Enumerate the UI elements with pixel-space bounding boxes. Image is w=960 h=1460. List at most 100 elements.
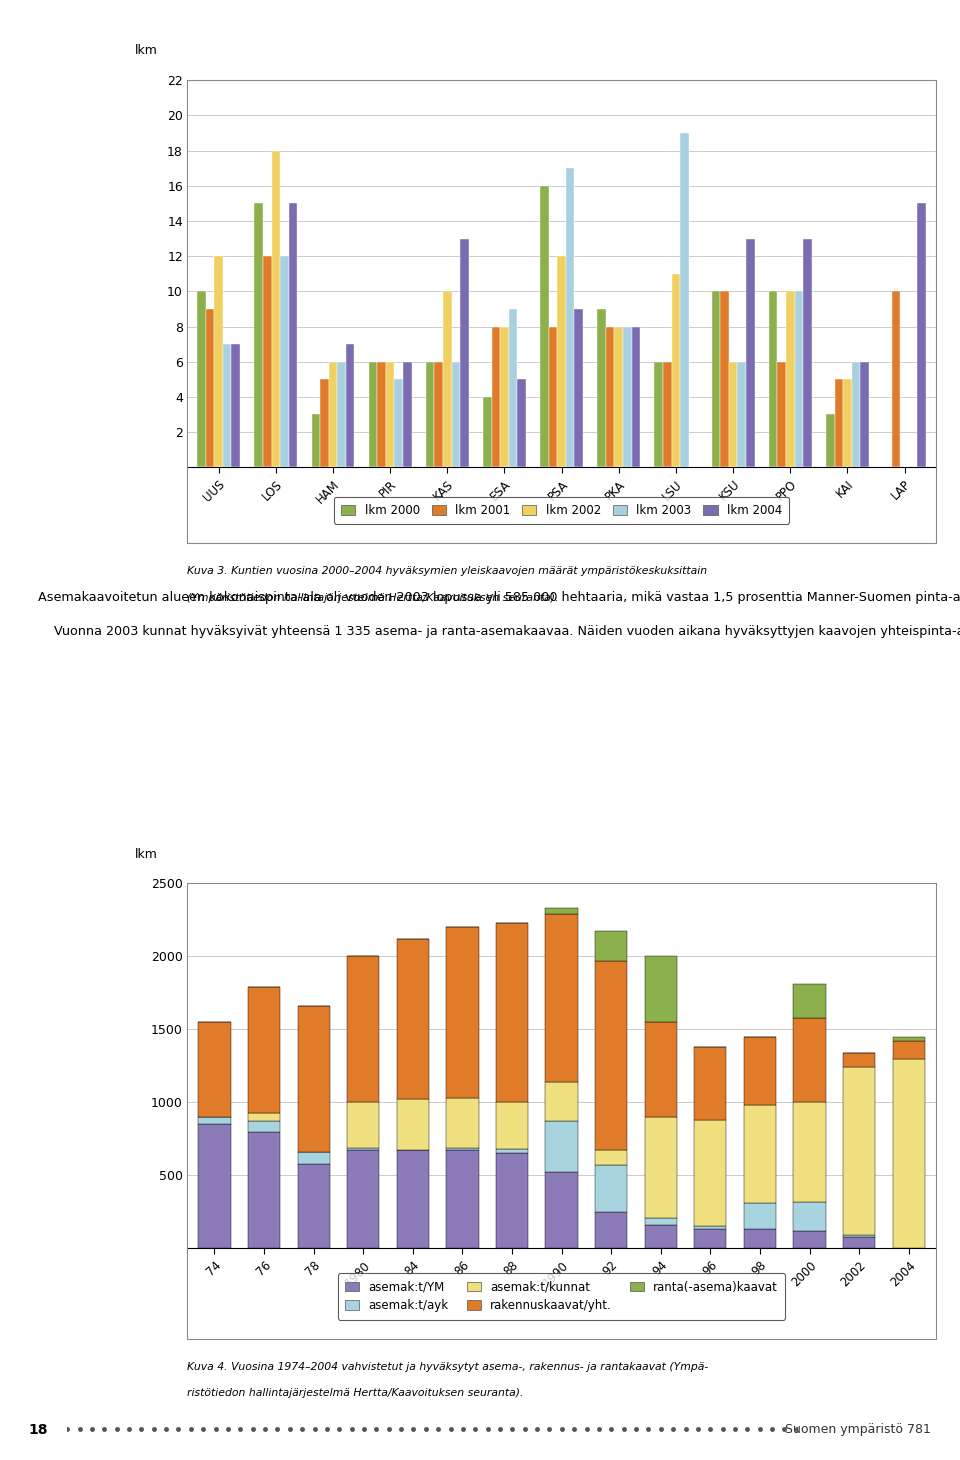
Bar <box>729 362 737 467</box>
Bar <box>386 362 395 467</box>
Bar <box>369 362 377 467</box>
Bar <box>545 914 578 1082</box>
Bar <box>793 1231 826 1248</box>
Bar <box>769 292 778 467</box>
Bar <box>446 1150 478 1248</box>
Text: Asemakaavoitetun alueen kokonaispinta-ala oli vuoden 2003 lopussa yli 585 000 he: Asemakaavoitetun alueen kokonaispinta-al… <box>38 591 960 638</box>
Text: Suomen ympäristö 781: Suomen ympäristö 781 <box>785 1424 931 1437</box>
Bar <box>645 956 677 1022</box>
Bar <box>645 1218 677 1225</box>
Legend: asemak:t/YM, asemak:t/ayk, asemak:t/kunnat, rakennuskaavat/yht., ranta(-asema)ka: asemak:t/YM, asemak:t/ayk, asemak:t/kunn… <box>338 1273 785 1320</box>
Bar <box>786 292 795 467</box>
Bar <box>804 238 811 467</box>
Bar <box>426 362 435 467</box>
Text: ristötiedon hallintajärjestelmä Hertta/Kaavoituksen seuranta).: ristötiedon hallintajärjestelmä Hertta/K… <box>187 1388 524 1399</box>
Bar <box>826 415 834 467</box>
Bar <box>793 1018 826 1102</box>
Bar <box>337 362 346 467</box>
Bar <box>595 1165 627 1212</box>
Bar <box>298 1164 330 1248</box>
Bar <box>509 310 517 467</box>
Bar <box>312 415 320 467</box>
Bar <box>843 1237 876 1248</box>
Bar <box>565 168 574 467</box>
Bar <box>545 1082 578 1121</box>
Bar <box>711 292 720 467</box>
Text: lkm: lkm <box>134 848 157 861</box>
Bar <box>443 292 451 467</box>
Bar <box>574 310 583 467</box>
Bar <box>328 362 337 467</box>
Bar <box>744 1105 776 1203</box>
Bar <box>645 1225 677 1248</box>
Bar <box>645 1117 677 1218</box>
Bar <box>377 362 386 467</box>
Bar <box>348 956 379 1102</box>
Bar <box>446 927 478 1098</box>
Bar <box>663 362 672 467</box>
Bar <box>199 1022 230 1117</box>
Bar <box>793 984 826 1018</box>
Bar <box>496 1149 528 1153</box>
Bar <box>737 362 746 467</box>
Bar <box>248 987 280 1113</box>
Bar <box>199 1117 230 1124</box>
Bar <box>623 327 632 467</box>
Bar <box>545 908 578 914</box>
Bar <box>694 1047 727 1120</box>
Text: Kuva 4. Vuosina 1974–2004 vahvistetut ja hyväksytyt asema-, rakennus- ja rantaka: Kuva 4. Vuosina 1974–2004 vahvistetut ja… <box>187 1362 708 1372</box>
Bar <box>843 1235 876 1237</box>
Bar <box>793 1202 826 1231</box>
Bar <box>403 362 412 467</box>
Bar <box>614 327 623 467</box>
Bar <box>744 1203 776 1229</box>
Bar <box>396 939 429 1099</box>
Bar <box>843 380 852 467</box>
Bar <box>694 1226 727 1229</box>
Bar <box>720 292 729 467</box>
Bar <box>549 327 558 467</box>
Bar <box>231 345 240 467</box>
Bar <box>893 1058 924 1248</box>
Bar <box>396 1150 429 1248</box>
Bar <box>606 327 614 467</box>
Legend: lkm 2000, lkm 2001, lkm 2002, lkm 2003, lkm 2004: lkm 2000, lkm 2001, lkm 2002, lkm 2003, … <box>334 496 789 524</box>
Bar <box>496 923 528 1102</box>
Bar <box>540 185 549 467</box>
Bar <box>545 1121 578 1172</box>
Bar <box>396 1099 429 1150</box>
Bar <box>496 1102 528 1149</box>
Bar <box>197 292 205 467</box>
Bar <box>289 203 298 467</box>
Bar <box>655 362 663 467</box>
Bar <box>500 327 509 467</box>
Bar <box>746 238 755 467</box>
Bar <box>492 327 500 467</box>
Bar <box>632 327 640 467</box>
Bar <box>348 1150 379 1248</box>
Bar <box>346 345 354 467</box>
Text: 18: 18 <box>29 1424 48 1438</box>
Bar <box>298 1006 330 1152</box>
Bar <box>248 1113 280 1121</box>
Bar <box>795 292 804 467</box>
Bar <box>834 380 843 467</box>
Bar <box>199 1124 230 1248</box>
Text: (Ympäristötiedon hallintajärjestelmä Hertta/Kaavoituksen seuranta).: (Ympäristötiedon hallintajärjestelmä Her… <box>187 593 559 603</box>
Bar <box>694 1229 727 1248</box>
Bar <box>545 1172 578 1248</box>
Bar <box>595 1212 627 1248</box>
Bar <box>645 1022 677 1117</box>
Bar <box>681 133 688 467</box>
Bar <box>263 255 272 467</box>
Bar <box>893 1037 924 1041</box>
Bar <box>254 203 263 467</box>
Bar <box>597 310 606 467</box>
Bar <box>496 1153 528 1248</box>
Bar <box>860 362 869 467</box>
Bar <box>843 1053 876 1067</box>
Bar <box>793 1102 826 1202</box>
Bar <box>395 380 403 467</box>
Bar <box>446 1098 478 1148</box>
Bar <box>744 1229 776 1248</box>
